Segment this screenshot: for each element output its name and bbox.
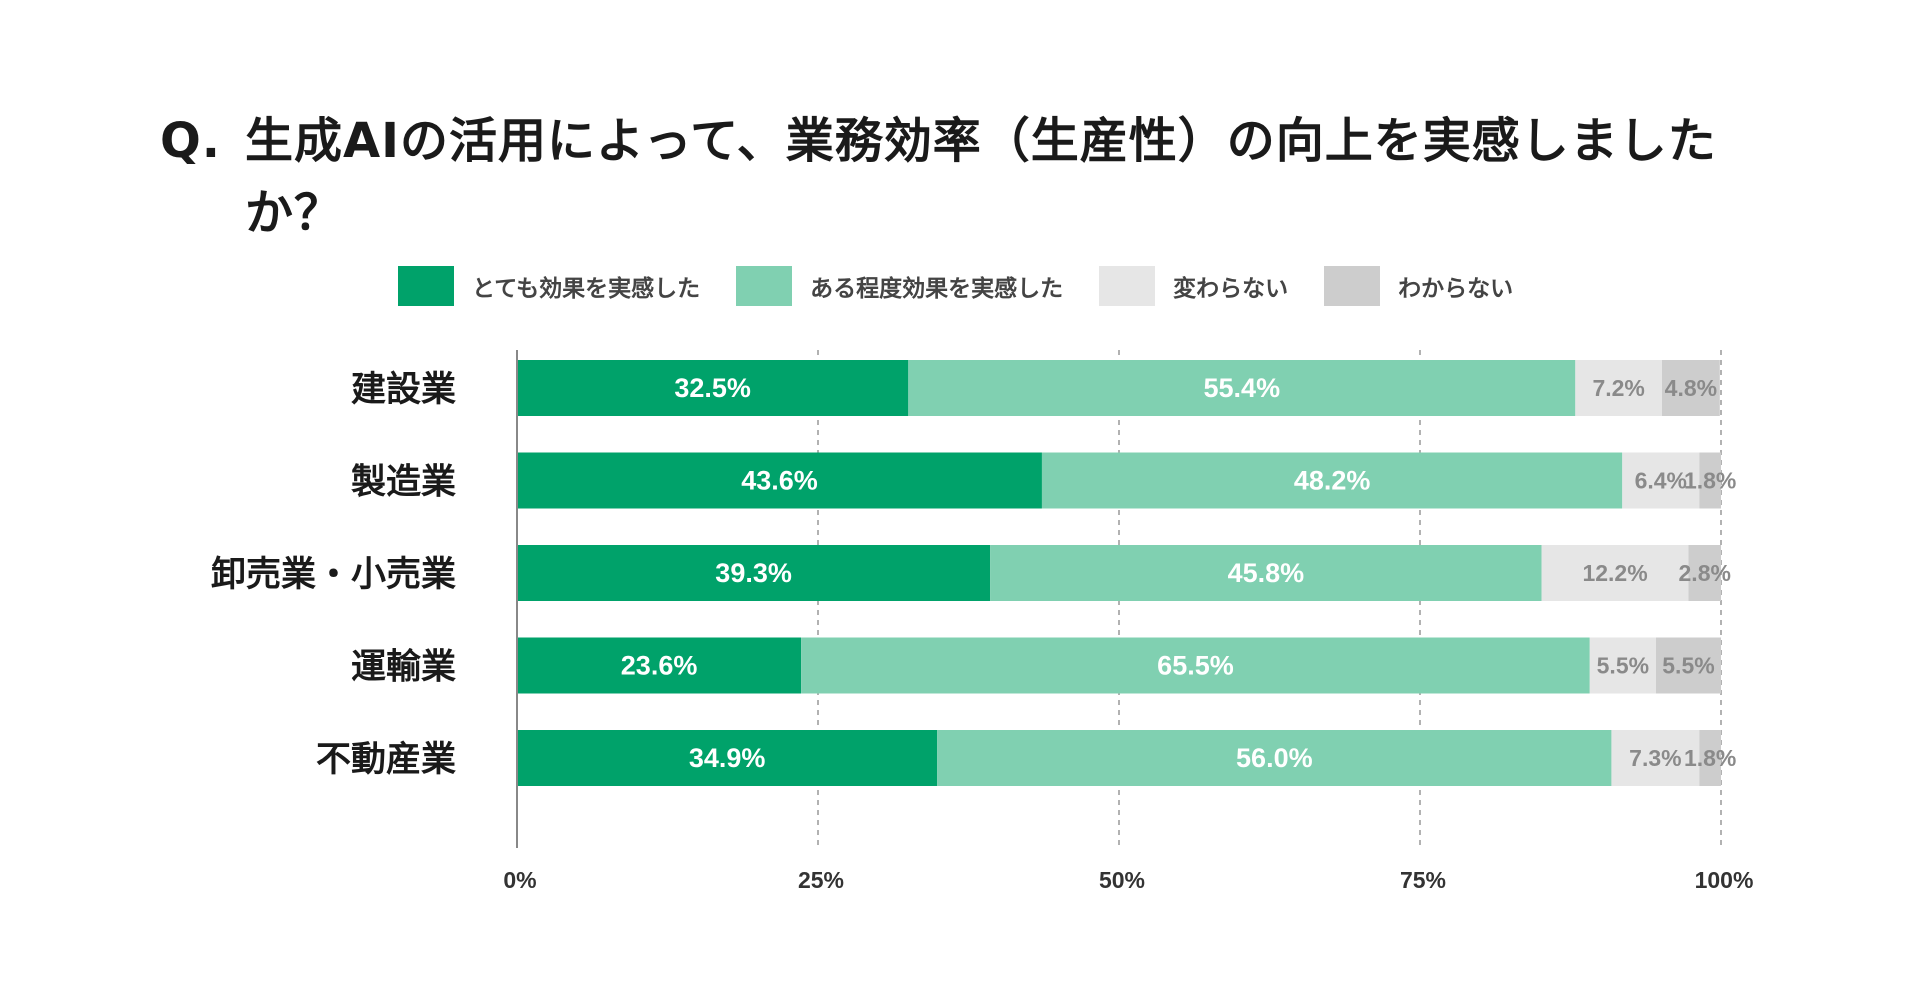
value-label-unknown: 2.8% bbox=[1679, 560, 1731, 586]
value-label-unknown: 1.8% bbox=[1684, 468, 1736, 494]
bar-segment-somewhat bbox=[801, 637, 1590, 694]
value-label-unknown: 4.8% bbox=[1665, 375, 1717, 401]
bar-segment-unknown bbox=[1655, 637, 1721, 694]
bar-segment-very bbox=[517, 730, 938, 786]
value-label-somewhat: 48.2% bbox=[1294, 466, 1371, 496]
legend-swatch-very bbox=[398, 266, 454, 306]
bar-segment-unknown bbox=[1688, 545, 1721, 601]
x-tick-label: 50% bbox=[1099, 867, 1145, 893]
value-label-somewhat: 56.0% bbox=[1236, 743, 1313, 773]
bar-segment-very bbox=[517, 452, 1042, 509]
bar-segment-no-change bbox=[1541, 545, 1689, 601]
value-label-no-change: 7.3% bbox=[1629, 745, 1681, 771]
category-label: 運輸業 bbox=[351, 648, 456, 688]
question-prefix: Q. bbox=[160, 113, 222, 169]
value-label-very: 32.5% bbox=[674, 373, 751, 403]
bar-segment-somewhat bbox=[1041, 452, 1623, 509]
bar-segment-somewhat bbox=[908, 360, 1576, 416]
legend-label-very: とても効果を実感した bbox=[472, 276, 701, 302]
legend-label-somewhat: ある程度効果を実感した bbox=[810, 276, 1064, 302]
bar-segment-unknown bbox=[1699, 452, 1721, 509]
category-label: 不動産業 bbox=[316, 740, 456, 780]
value-label-somewhat: 65.5% bbox=[1157, 651, 1234, 681]
legend-label-unknown: わからない bbox=[1398, 276, 1514, 302]
bar-segment-very bbox=[517, 545, 991, 601]
legend-swatch-no-change bbox=[1099, 266, 1156, 306]
x-tick-label: 0% bbox=[503, 867, 536, 893]
bar-segment-no-change bbox=[1575, 360, 1663, 416]
legend-swatch-unknown bbox=[1324, 266, 1381, 306]
value-label-no-change: 6.4% bbox=[1635, 468, 1687, 494]
value-label-somewhat: 55.4% bbox=[1204, 373, 1281, 403]
value-label-very: 43.6% bbox=[741, 466, 818, 496]
value-label-very: 39.3% bbox=[715, 558, 792, 588]
value-label-somewhat: 45.8% bbox=[1228, 558, 1305, 588]
legend-item-somewhat: ある程度効果を実感した bbox=[736, 266, 1063, 306]
bar-segment-very bbox=[517, 637, 802, 694]
x-tick-label: 25% bbox=[798, 867, 844, 893]
bar-segment-very bbox=[517, 360, 909, 416]
legend-label-no-change: 変わらない bbox=[1173, 276, 1289, 302]
x-tick-label: 75% bbox=[1400, 867, 1446, 893]
legend-item-no-change: 変わらない bbox=[1099, 266, 1288, 306]
value-label-no-change: 5.5% bbox=[1597, 653, 1649, 679]
category-label: 建設業 bbox=[351, 370, 456, 410]
legend-item-very: とても効果を実感した bbox=[398, 266, 700, 306]
legend: とても効果を実感した ある程度効果を実感した 変わらない わからない bbox=[398, 266, 1549, 306]
bar-segment-no-change bbox=[1611, 730, 1700, 786]
bar-segment-unknown bbox=[1699, 730, 1721, 786]
x-tick-label: 100% bbox=[1695, 867, 1754, 893]
value-label-very: 23.6% bbox=[621, 651, 698, 681]
value-label-no-change: 7.2% bbox=[1592, 375, 1644, 401]
bar-segment-no-change bbox=[1622, 452, 1700, 509]
bar-segment-somewhat bbox=[990, 545, 1542, 601]
bar-segment-no-change bbox=[1589, 637, 1656, 694]
value-label-very: 34.9% bbox=[689, 743, 766, 773]
value-label-unknown: 5.5% bbox=[1662, 653, 1714, 679]
value-label-unknown: 1.8% bbox=[1684, 745, 1736, 771]
legend-item-unknown: わからない bbox=[1324, 266, 1513, 306]
bar-segment-unknown bbox=[1662, 360, 1720, 416]
category-label: 卸売業・小売業 bbox=[211, 555, 456, 595]
legend-swatch-somewhat bbox=[736, 266, 793, 306]
question-text: 生成AIの活用によって、業務効率（生産性）の向上を実感しましたか？ bbox=[245, 113, 1717, 241]
bar-segment-somewhat bbox=[937, 730, 1612, 786]
value-label-no-change: 12.2% bbox=[1582, 560, 1647, 586]
category-label: 製造業 bbox=[351, 463, 456, 503]
